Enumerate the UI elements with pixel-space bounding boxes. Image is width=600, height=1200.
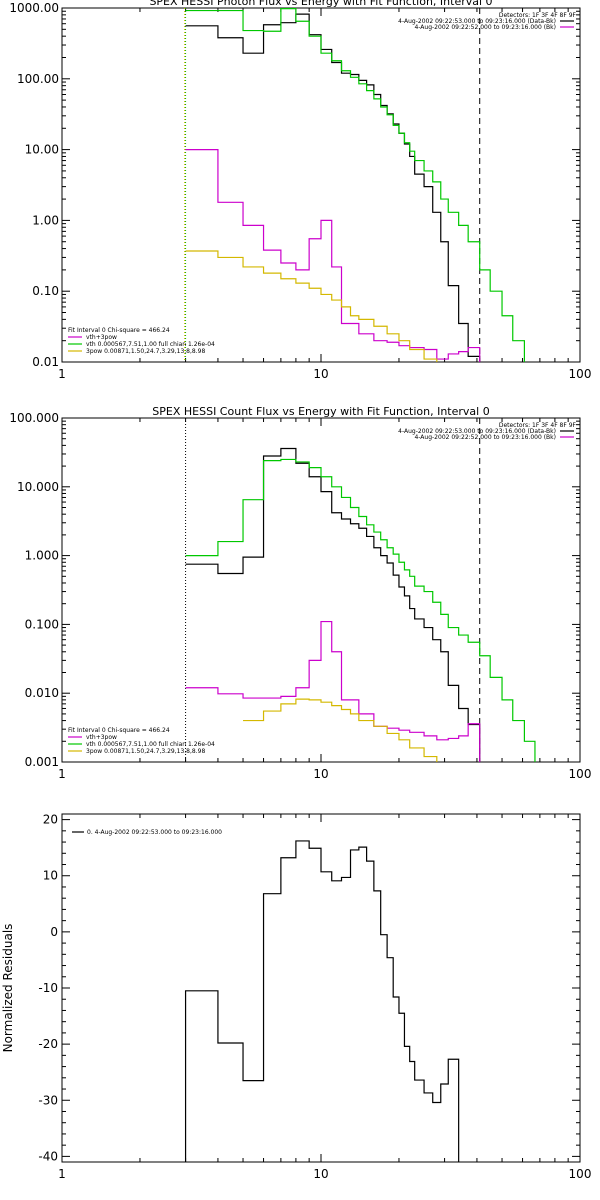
legend-fit-header: Fit Interval 0 Chi-square = 466.24 xyxy=(68,327,170,334)
y-tick-label: -10 xyxy=(38,981,58,995)
y-tick-label: 1.00 xyxy=(32,213,59,227)
chart-2: SPEX HESSI Count Flux vs Energy with Fit… xyxy=(9,405,591,781)
legend-entry: vth+3pow xyxy=(86,334,117,341)
series-step-1 xyxy=(184,840,460,1162)
y-tick-label: 0.100 xyxy=(25,617,59,631)
series-step-3 xyxy=(185,149,481,362)
series-step-1 xyxy=(185,13,481,362)
legend-entry: vth 0.000567,7.51,1.00 full chian 1.26e-… xyxy=(86,341,215,348)
y-tick-label: 0.010 xyxy=(25,686,59,700)
y-tick-label: 10.000 xyxy=(17,480,59,494)
legend-detectors: Detectors: 1F 3F 4F 8F 9F xyxy=(499,12,577,19)
x-tick-label: 100 xyxy=(569,1167,592,1181)
legend-entry: vth+3pow xyxy=(86,734,117,741)
series-step-4 xyxy=(185,250,438,362)
y-tick-label: 10.00 xyxy=(25,143,59,157)
x-tick-label: 1 xyxy=(58,767,66,781)
chart-title: SPEX HESSI Count Flux vs Energy with Fit… xyxy=(152,405,489,418)
legend-entry: 4-Aug-2002 09:22:52.000 to 09:23:16.000 … xyxy=(414,24,556,31)
x-tick-label: 100 xyxy=(569,767,592,781)
legend-entry: 4-Aug-2002 09:22:52.000 to 09:23:16.000 … xyxy=(414,434,556,441)
y-tick-label: 20 xyxy=(43,813,58,827)
legend-entry: 4-Aug-2002 09:22:53.000 to 09:23:16.000 … xyxy=(398,428,556,435)
y-tick-label: -20 xyxy=(38,1037,58,1051)
x-tick-label: 1 xyxy=(58,1167,66,1181)
series-step-2 xyxy=(185,458,536,762)
x-tick-label: 1 xyxy=(58,367,66,381)
series-step-4 xyxy=(243,698,438,762)
y-tick-label: 1000.00 xyxy=(9,1,59,15)
y-axis-label: Normalized Residuals xyxy=(1,924,15,1053)
x-tick-label: 10 xyxy=(313,1167,328,1181)
series-step-1 xyxy=(185,447,481,762)
x-tick-label: 10 xyxy=(313,767,328,781)
chart-title: SPEX HESSI Photon Flux vs Energy with Fi… xyxy=(149,0,492,8)
legend-fit-header: Fit Interval 0 Chi-square = 466.24 xyxy=(68,727,170,734)
legend-entry: 3pow 0.00871,1.50,24.7,3.29,13.8,8.98 xyxy=(86,348,205,355)
y-tick-label: 0 xyxy=(50,925,58,939)
y-tick-label: 0.01 xyxy=(32,355,59,369)
legend-entry: vth 0.000567,7.51,1.00 full chian 1.26e-… xyxy=(86,741,215,748)
y-tick-label: 100.00 xyxy=(17,72,59,86)
y-tick-label: 1.000 xyxy=(25,549,59,563)
x-tick-label: 100 xyxy=(569,367,592,381)
y-tick-label: -30 xyxy=(38,1093,58,1107)
y-tick-label: 0.10 xyxy=(32,284,59,298)
y-tick-label: 0.001 xyxy=(25,755,59,769)
x-tick-label: 10 xyxy=(313,367,328,381)
y-tick-label: -40 xyxy=(38,1149,58,1163)
series-step-3 xyxy=(185,620,481,762)
legend-entry: 3pow 0.00871,1.50,24.7,3.29,13.8,8.98 xyxy=(86,748,205,755)
legend-entry: 4-Aug-2002 09:22:53.000 to 09:23:16.000 … xyxy=(398,18,556,25)
series-step-2 xyxy=(185,8,525,362)
chart-1: SPEX HESSI Photon Flux vs Energy with Fi… xyxy=(9,0,591,381)
legend-entry: 0. 4-Aug-2002 09:22:53.000 to 09:23:16.0… xyxy=(87,829,222,836)
y-tick-label: 100.000 xyxy=(9,411,59,425)
legend-detectors: Detectors: 1F 3F 4F 8F 9F xyxy=(499,422,577,429)
y-tick-label: 10 xyxy=(43,869,58,883)
